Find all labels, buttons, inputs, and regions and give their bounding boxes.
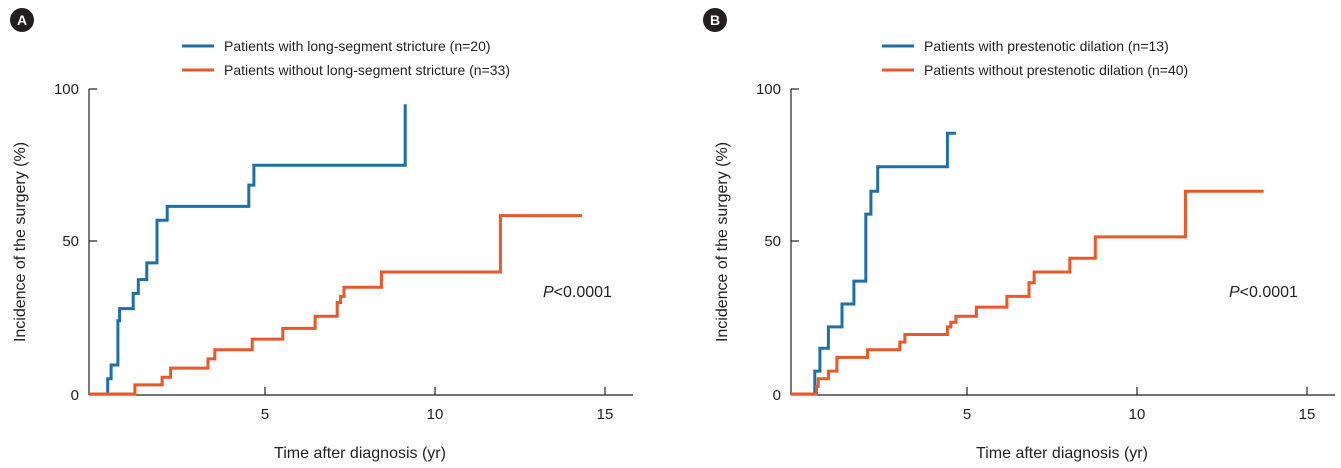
p-value-text: <0.0001 <box>554 284 612 301</box>
y-tick-label-50: 50 <box>62 233 79 250</box>
x-axis-label: Time after diagnosis (yr) <box>976 445 1148 462</box>
x-tick-label-5: 5 <box>963 406 971 423</box>
p-value-annotation: P<0.0001 <box>543 284 612 301</box>
panel-label: A <box>17 12 27 28</box>
y-tick-label-100: 100 <box>756 81 781 98</box>
p-value-symbol: P <box>1229 284 1240 301</box>
x-axis-label: Time after diagnosis (yr) <box>274 445 446 462</box>
panel-label-badge <box>703 8 727 32</box>
panel-label-badge <box>10 8 34 32</box>
panel-a: A Patients with long-segment stricture (… <box>10 8 633 462</box>
legend-label-series-2: Patients without prestenotic dilation (n… <box>924 62 1188 78</box>
y-tick-label-100: 100 <box>54 81 79 98</box>
p-value-symbol: P <box>543 284 554 301</box>
legend-label-series-2: Patients without long-segment stricture … <box>224 62 510 78</box>
p-value-text: <0.0001 <box>1240 284 1298 301</box>
y-tick-label-50: 50 <box>764 233 781 250</box>
x-tick-label-10: 10 <box>1129 406 1146 423</box>
y-axis-label: Incidence of the surgery (%) <box>714 142 731 342</box>
legend-label-series-1: Patients with prestenotic dilation (n=13… <box>924 38 1169 54</box>
p-value-annotation: P<0.0001 <box>1229 284 1298 301</box>
x-tick-label-5: 5 <box>261 406 269 423</box>
y-tick-label-0: 0 <box>773 387 781 404</box>
x-tick-label-15: 15 <box>597 406 614 423</box>
legend-label-series-1: Patients with long-segment stricture (n=… <box>224 38 491 54</box>
y-axis-label: Incidence of the surgery (%) <box>12 142 29 342</box>
x-tick-label-10: 10 <box>427 406 444 423</box>
km-curve-series-2 <box>791 189 1264 396</box>
km-curve-series-1 <box>791 131 956 396</box>
km-curve-series-2 <box>89 214 582 396</box>
panel-label: B <box>710 12 720 28</box>
x-tick-label-15: 15 <box>1299 406 1316 423</box>
panel-b: B Patients with prestenotic dilation (n=… <box>703 8 1335 462</box>
km-curve-series-1 <box>89 104 407 396</box>
y-tick-label-0: 0 <box>71 387 79 404</box>
